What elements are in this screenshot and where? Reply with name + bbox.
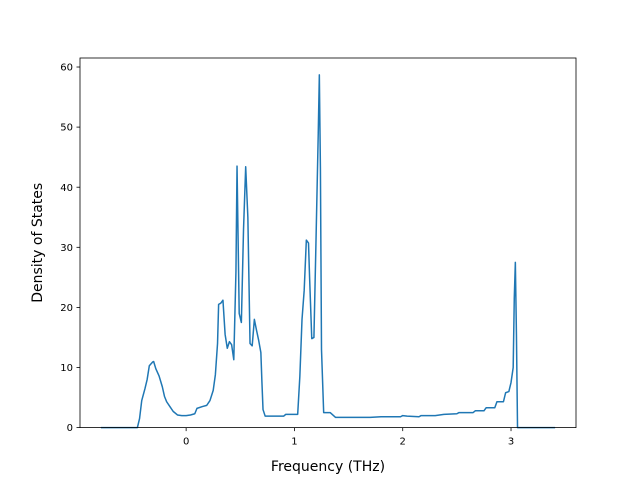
plot-area bbox=[80, 58, 576, 428]
x-tick-label: 3 bbox=[508, 437, 514, 448]
y-tick-label: 20 bbox=[60, 303, 73, 314]
y-axis-label: Density of States bbox=[30, 183, 46, 303]
x-axis-label: Frequency (THz) bbox=[271, 459, 385, 475]
dos-series-line bbox=[100, 74, 556, 429]
y-tick-label: 50 bbox=[60, 123, 73, 134]
x-tick-label: 0 bbox=[183, 437, 189, 448]
y-tick-label: 0 bbox=[67, 423, 73, 434]
y-tick-label: 60 bbox=[60, 63, 73, 74]
plot-frame bbox=[79, 57, 577, 429]
y-tick-label: 10 bbox=[60, 363, 73, 374]
x-tick-label: 1 bbox=[291, 437, 297, 448]
y-tick-label: 30 bbox=[60, 243, 73, 254]
x-tick-label: 2 bbox=[400, 437, 406, 448]
y-tick-label: 40 bbox=[60, 183, 73, 194]
